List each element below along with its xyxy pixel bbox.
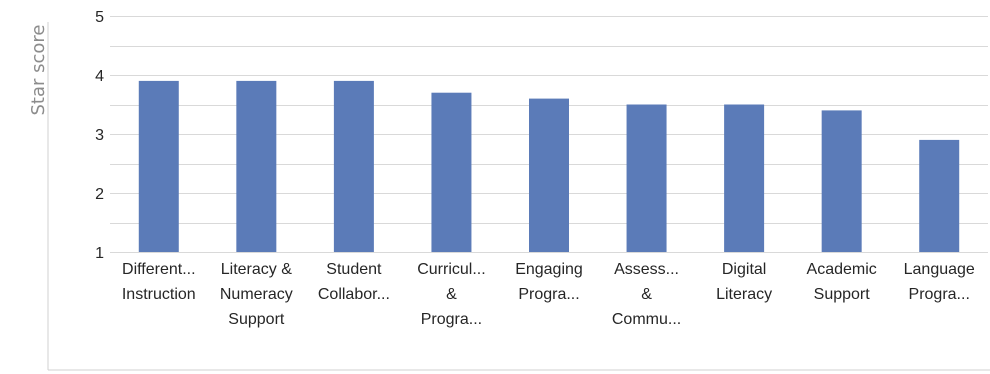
- bars: [138, 80, 960, 253]
- bar: [333, 80, 374, 253]
- x-tick-label-line: Literacy &: [221, 261, 292, 278]
- x-tick-label-line: Academic: [807, 261, 877, 278]
- x-tick-label-line: Numeracy: [220, 286, 293, 303]
- x-tick-label: Academic Support: [807, 261, 877, 303]
- x-tick-label: Digital Literacy: [716, 261, 772, 303]
- y-tick-label: 2: [95, 186, 104, 203]
- x-tick-label-line: &: [446, 286, 457, 303]
- y-axis-label: Star score: [28, 24, 49, 115]
- x-tick-label-line: Support: [814, 286, 871, 303]
- x-tick-label: Engaging Progra...: [515, 261, 583, 303]
- y-tick-label: 4: [95, 68, 104, 85]
- category-labels: Different... Instruction Literacy & Numerac…: [122, 261, 975, 328]
- x-tick-label-line: Commu...: [612, 311, 681, 328]
- y-tick-label: 1: [95, 245, 104, 262]
- bar: [138, 80, 179, 253]
- x-tick-label-line: &: [641, 286, 652, 303]
- x-tick-label-line: Support: [228, 311, 285, 328]
- x-tick-label: Assess... & Commu...: [612, 261, 681, 328]
- bar: [529, 98, 569, 252]
- bar: [236, 80, 277, 253]
- x-tick-label-line: Literacy: [716, 286, 772, 303]
- x-tick-label-line: Different...: [122, 261, 196, 278]
- bar: [919, 139, 960, 252]
- x-tick-label-line: Progra...: [518, 286, 579, 303]
- x-tick-label: Different... Instruction: [122, 261, 196, 303]
- bar: [626, 104, 667, 252]
- x-tick-label-line: Curricul...: [417, 261, 485, 278]
- x-tick-label-line: Progra...: [421, 311, 482, 328]
- x-tick-label-line: Progra...: [909, 286, 970, 303]
- x-tick-label-line: Assess...: [614, 261, 679, 278]
- x-tick-label: Language Progra...: [904, 261, 975, 303]
- x-tick-label-line: Digital: [722, 261, 766, 278]
- y-tick-label: 3: [95, 127, 104, 144]
- x-tick-label-line: Language: [904, 261, 975, 278]
- bar: [724, 104, 765, 252]
- x-tick-label-line: Engaging: [515, 261, 583, 278]
- y-tick-labels: 1 2 3 4 5: [95, 9, 104, 262]
- x-tick-label: Student Collabor...: [318, 261, 390, 303]
- bar: [821, 110, 862, 253]
- y-tick-label: 5: [95, 9, 104, 26]
- x-tick-label-line: Collabor...: [318, 286, 390, 303]
- x-tick-label: Literacy & Numeracy Support: [220, 261, 293, 328]
- x-tick-label: Curricul... & Progra...: [417, 261, 485, 328]
- x-tick-label-line: Student: [326, 261, 382, 278]
- bar: [431, 92, 472, 252]
- x-tick-label-line: Instruction: [122, 286, 196, 303]
